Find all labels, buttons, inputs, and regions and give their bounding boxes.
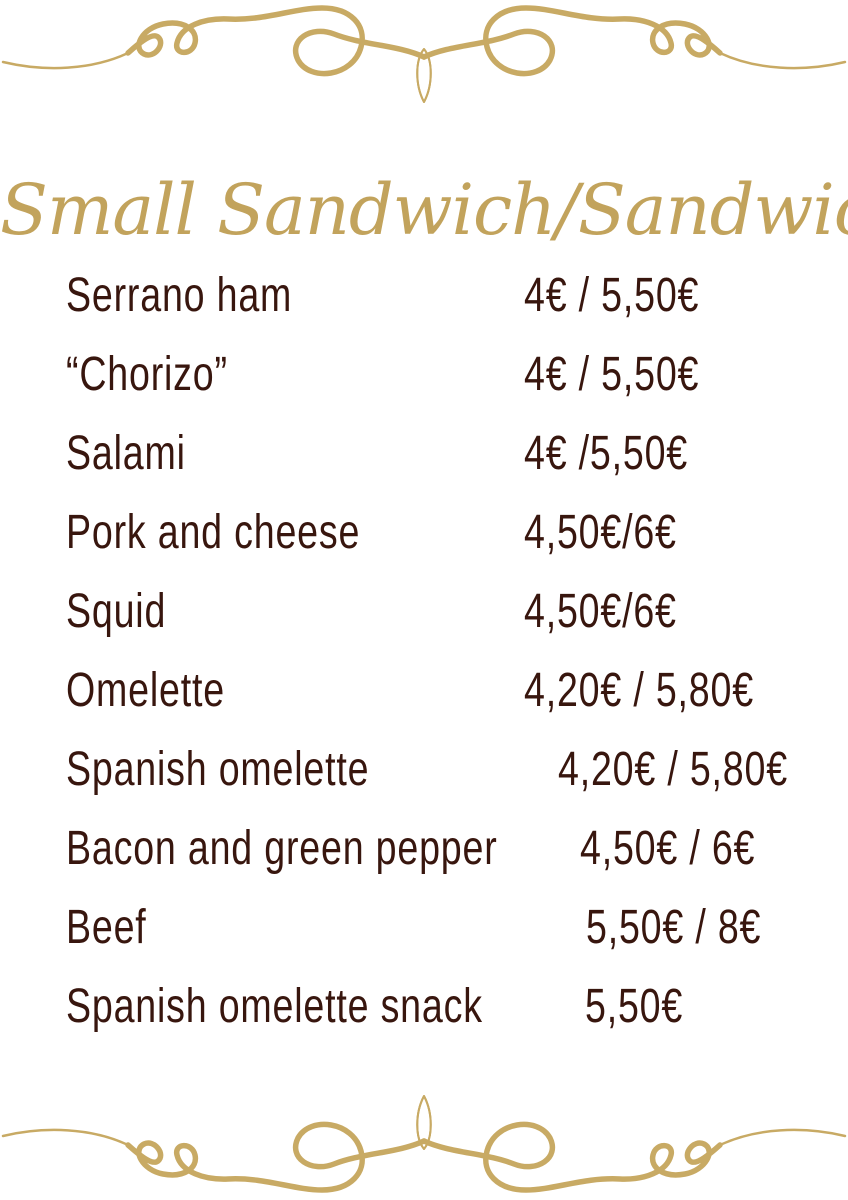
item-price: 4€ / 5,50€ [524,346,700,401]
item-name: Spanish omelette [66,741,370,796]
menu-item-row: Pork and cheese 4,50€/6€ [0,495,848,574]
item-price: 4€ / 5,50€ [524,267,700,322]
item-name: Omelette [66,662,225,717]
item-price: 4,50€/6€ [524,504,677,559]
swirl-flourish-bottom-icon [0,1073,848,1198]
menu-item-row: Serrano ham 4€ / 5,50€ [0,258,848,337]
item-price: 4€ /5,50€ [524,425,689,480]
item-name: “Chorizo” [66,346,228,401]
item-name: Pork and cheese [66,504,361,559]
menu-item-row: Omelette 4,20€ / 5,80€ [0,653,848,732]
item-name: Serrano ham [66,267,293,322]
swirl-flourish-top-icon [1,5,848,125]
item-name: Salami [66,425,186,480]
item-price: 4,50€/6€ [524,583,677,638]
item-price: 4,20€ / 5,80€ [558,741,788,796]
menu-item-row: Spanish omelette 4,20€ / 5,80€ [0,732,848,811]
menu-item-list: Serrano ham 4€ / 5,50€ “Chorizo” 4€ / 5,… [0,258,848,1048]
menu-item-row: “Chorizo” 4€ / 5,50€ [0,337,848,416]
menu-item-row: Spanish omelette snack 5,50€ [0,969,848,1048]
item-price: 5,50€ / 8€ [586,899,762,954]
menu-item-row: Salami 4€ /5,50€ [0,416,848,495]
item-name: Bacon and green pepper [66,820,498,875]
menu-item-row: Beef 5,50€ / 8€ [0,890,848,969]
page-title: Small Sandwich/Sandwich [0,168,848,251]
menu-item-row: Bacon and green pepper 4,50€ / 6€ [0,811,848,890]
menu-item-row: Squid 4,50€/6€ [0,574,848,653]
item-name: Beef [66,899,147,954]
item-name: Squid [66,583,167,638]
item-price: 4,50€ / 6€ [580,820,756,875]
item-name: Spanish omelette snack [66,978,483,1033]
item-price: 4,20€ / 5,80€ [524,662,754,717]
item-price: 5,50€ [585,978,684,1033]
